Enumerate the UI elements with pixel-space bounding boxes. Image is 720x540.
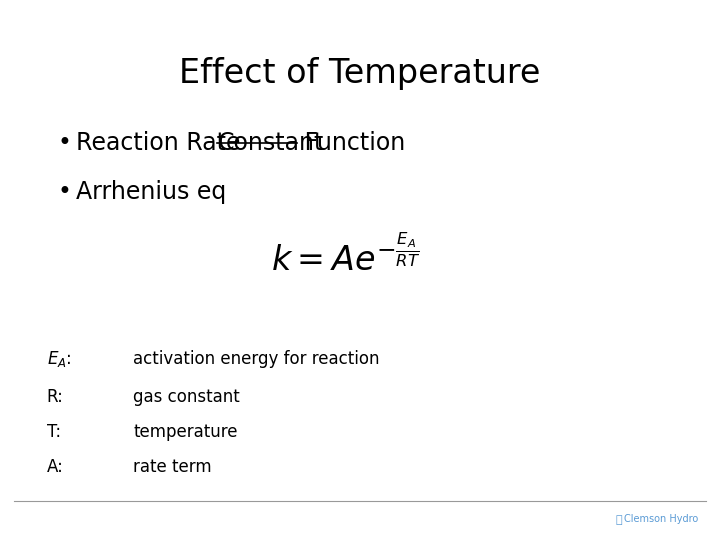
Text: gas constant: gas constant xyxy=(133,388,240,406)
Text: activation energy for reaction: activation energy for reaction xyxy=(133,350,379,368)
Text: 〰: 〰 xyxy=(616,515,622,525)
Text: Constant: Constant xyxy=(217,131,324,155)
Text: $k = Ae^{-\frac{E_A}{RT}}$: $k = Ae^{-\frac{E_A}{RT}}$ xyxy=(271,235,420,278)
Text: Function: Function xyxy=(297,131,405,155)
Text: Effect of Temperature: Effect of Temperature xyxy=(179,57,541,90)
Text: R:: R: xyxy=(47,388,63,406)
Text: T:: T: xyxy=(47,423,61,441)
Text: •: • xyxy=(58,180,71,204)
Text: A:: A: xyxy=(47,458,63,476)
Text: Arrhenius eq: Arrhenius eq xyxy=(76,180,226,204)
Text: Reaction Rate: Reaction Rate xyxy=(76,131,248,155)
Text: temperature: temperature xyxy=(133,423,238,441)
Text: Clemson Hydro: Clemson Hydro xyxy=(624,514,698,524)
Text: •: • xyxy=(58,131,71,155)
Text: $E_A$:: $E_A$: xyxy=(47,349,71,369)
Text: rate term: rate term xyxy=(133,458,212,476)
